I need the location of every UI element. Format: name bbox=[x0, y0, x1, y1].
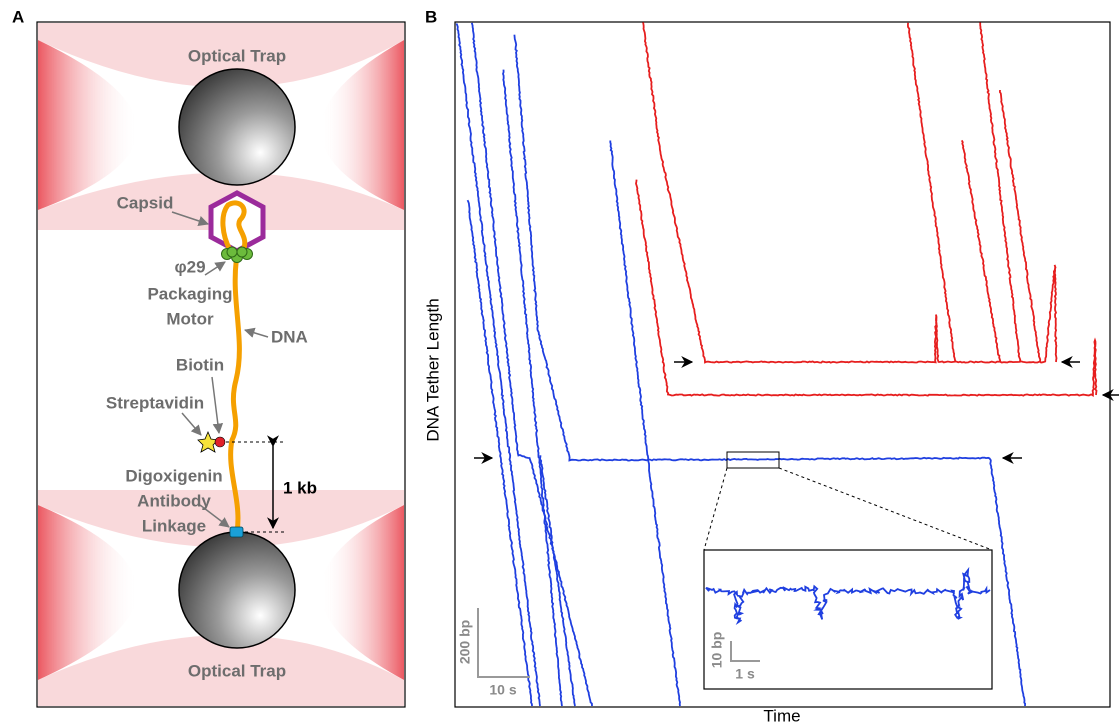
distance-label: 1 kb bbox=[283, 478, 317, 497]
figure: A Optical Trap Optical Trap 1 kb Capsid … bbox=[0, 0, 1119, 727]
label: DNA bbox=[271, 327, 308, 346]
trace bbox=[540, 455, 575, 706]
trace bbox=[472, 23, 592, 706]
trap-label: Optical Trap bbox=[188, 661, 286, 680]
scale-label: 10 s bbox=[489, 682, 516, 698]
y-axis-label: DNA Tether Length bbox=[423, 298, 442, 441]
bead bbox=[179, 532, 295, 648]
trace bbox=[456, 24, 540, 707]
trace bbox=[908, 23, 955, 362]
trace bbox=[962, 140, 1000, 362]
label: Linkage bbox=[142, 516, 206, 535]
bead bbox=[179, 69, 295, 185]
plateau-arrows bbox=[474, 362, 1119, 458]
panel-label: B bbox=[425, 7, 437, 26]
scale-label: 200 bp bbox=[457, 620, 473, 664]
label: Digoxigenin bbox=[125, 466, 222, 485]
scale-label: 10 bp bbox=[709, 632, 725, 669]
label: Motor bbox=[166, 309, 214, 328]
trace bbox=[1000, 90, 1040, 362]
scale-label: 1 s bbox=[735, 666, 755, 682]
linkage bbox=[230, 527, 243, 537]
label: Biotin bbox=[176, 355, 224, 374]
trace bbox=[610, 141, 680, 707]
label: Packaging bbox=[147, 284, 232, 303]
label: φ29 bbox=[174, 257, 205, 276]
trace bbox=[643, 22, 1056, 362]
biotin bbox=[215, 437, 225, 447]
label: Capsid bbox=[117, 193, 174, 212]
trace bbox=[503, 70, 562, 706]
zoom-guides bbox=[704, 468, 992, 550]
panel-label: A bbox=[12, 7, 24, 26]
label: Antibody bbox=[137, 491, 211, 510]
label: Streptavidin bbox=[106, 393, 204, 412]
trace bbox=[980, 23, 1020, 363]
x-axis-label: Time bbox=[763, 706, 800, 725]
trap-label: Optical Trap bbox=[188, 46, 286, 65]
